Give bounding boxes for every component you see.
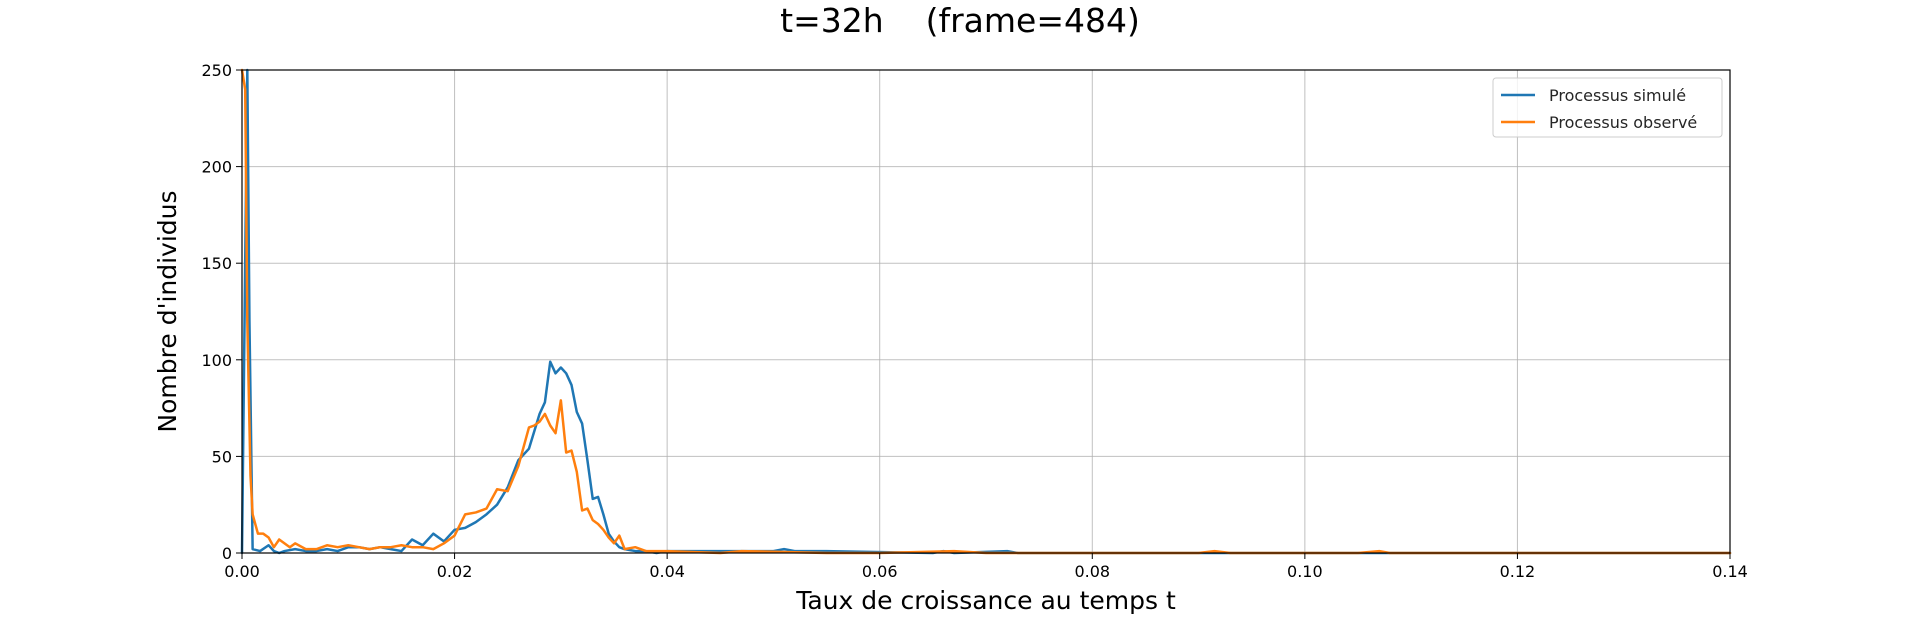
x-axis-label: Taux de croissance au temps t [795, 586, 1176, 615]
y-tick-label: 200 [201, 158, 232, 177]
x-tick-label: 0.02 [437, 562, 473, 581]
series-line-simulated [240, 68, 1732, 555]
y-tick-label: 0 [222, 544, 232, 563]
x-tick-label: 0.12 [1500, 562, 1536, 581]
plot-frame [241, 69, 1731, 554]
y-tick-label: 250 [201, 61, 232, 80]
x-tick-label: 0.04 [649, 562, 685, 581]
y-tick-label: 100 [201, 351, 232, 370]
chart-legend: Processus simulé Processus observé [1492, 77, 1723, 138]
legend-label-simulated: Processus simulé [1549, 86, 1686, 105]
series-line-observed [240, 68, 1732, 555]
y-tick-label: 50 [212, 447, 232, 466]
y-axis-label: Nombre d'individus [153, 190, 182, 432]
legend-label-observed: Processus observé [1549, 113, 1697, 132]
series-lines [240, 68, 1732, 555]
x-tick-label: 0.00 [224, 562, 260, 581]
legend-box [1492, 77, 1723, 138]
x-axis-ticks: 0.00 0.02 0.04 0.06 0.08 0.10 0.12 0.14 [224, 553, 1748, 581]
x-tick-label: 0.10 [1287, 562, 1323, 581]
x-tick-label: 0.08 [1074, 562, 1110, 581]
grid-lines [241, 69, 1731, 554]
x-tick-label: 0.06 [862, 562, 898, 581]
chart-title: t=32h (frame=484) [780, 1, 1140, 40]
y-tick-label: 150 [201, 254, 232, 273]
y-axis-ticks: 0 50 100 150 200 250 [201, 61, 242, 563]
x-tick-label: 0.14 [1712, 562, 1748, 581]
